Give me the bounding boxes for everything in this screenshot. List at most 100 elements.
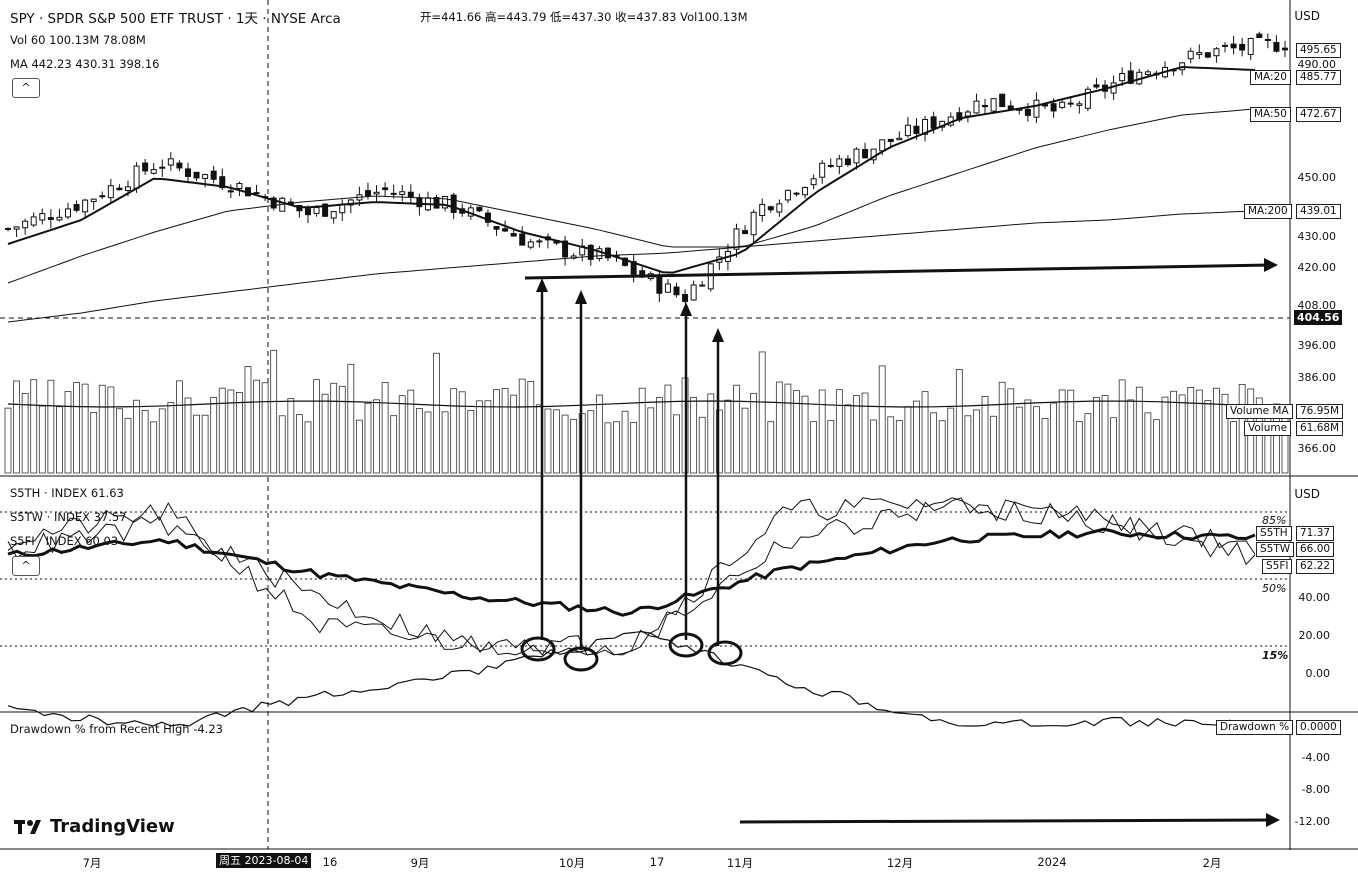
volume-bar bbox=[1050, 402, 1057, 474]
candle-body bbox=[1187, 50, 1194, 60]
volume-bar bbox=[381, 382, 389, 474]
volume-bar bbox=[1204, 400, 1212, 474]
volume-bar bbox=[715, 409, 723, 474]
volume-bar bbox=[604, 422, 612, 474]
volume-bar bbox=[921, 391, 929, 474]
candle-body bbox=[990, 98, 997, 112]
collapse-legend-button[interactable]: ^ bbox=[12, 78, 40, 98]
drawdown-value: 0.0000 bbox=[1296, 720, 1341, 735]
breadth-line-S5TH bbox=[7, 527, 1256, 617]
volume-bar bbox=[467, 410, 475, 474]
volume-bar bbox=[295, 414, 303, 474]
breadth-tick: 0.00 bbox=[1305, 667, 1331, 680]
volume-bar bbox=[493, 389, 500, 474]
candle-body bbox=[322, 203, 329, 217]
volume-bar bbox=[1195, 389, 1203, 474]
candle-body bbox=[64, 208, 71, 218]
volume-bar bbox=[707, 393, 715, 474]
volume-bar bbox=[973, 409, 980, 474]
candle-body bbox=[596, 248, 603, 259]
collapse-breadth-button[interactable]: ^ bbox=[12, 556, 40, 576]
candle-body bbox=[184, 168, 191, 177]
volume-bar bbox=[81, 383, 89, 474]
volume-bar bbox=[964, 415, 972, 474]
candle-body bbox=[13, 226, 20, 230]
drawdown-tick: -4.00 bbox=[1301, 751, 1330, 764]
candle-body bbox=[1196, 52, 1203, 55]
candle-body bbox=[964, 111, 971, 117]
currency-label[interactable]: USD bbox=[1294, 9, 1320, 23]
candle-body bbox=[150, 169, 157, 174]
volume-bar bbox=[21, 392, 29, 474]
s5th-tag: S5TH bbox=[1256, 526, 1292, 541]
volume-bar bbox=[4, 407, 12, 474]
candle-body bbox=[219, 176, 226, 189]
candles bbox=[5, 31, 1288, 304]
candle-body bbox=[904, 124, 911, 137]
time-label: 11月 bbox=[726, 856, 754, 870]
candle-body bbox=[1033, 99, 1040, 118]
drawdown-path bbox=[7, 630, 1276, 727]
candle-body bbox=[742, 230, 749, 235]
candle-body bbox=[159, 166, 166, 169]
volume-bar bbox=[690, 396, 698, 474]
ma20-value: 485.77 bbox=[1296, 70, 1341, 85]
breadth-currency[interactable]: USD bbox=[1294, 487, 1320, 501]
volume-bar bbox=[638, 387, 646, 474]
ma200-value: 439.01 bbox=[1296, 204, 1341, 219]
s5tw-tag: S5TW bbox=[1256, 542, 1295, 557]
volume-bar bbox=[484, 400, 492, 474]
volume-bar bbox=[553, 409, 560, 474]
candle-body bbox=[922, 119, 929, 135]
ma20-tag: MA:20 bbox=[1250, 70, 1291, 85]
candle-body bbox=[784, 189, 791, 201]
candle-body bbox=[536, 240, 543, 243]
candle-body bbox=[107, 185, 114, 199]
volume-value: 61.68M bbox=[1296, 421, 1344, 436]
symbol-title: SPY · SPDR S&P 500 ETF TRUST · 1天 · NYSE… bbox=[10, 11, 341, 27]
volume-bar bbox=[518, 378, 526, 474]
drawdown-arrow-line bbox=[739, 818, 1273, 824]
volume-bars bbox=[4, 349, 1289, 474]
last-price-tag: 495.65 bbox=[1296, 43, 1341, 58]
volume-bar bbox=[201, 414, 209, 474]
volume-bar bbox=[998, 381, 1006, 474]
time-label: 2024 bbox=[1037, 855, 1067, 869]
candle-body bbox=[82, 199, 89, 213]
volume-bar bbox=[570, 418, 578, 474]
breadth-tick: 20.00 bbox=[1298, 629, 1331, 642]
volume-bar bbox=[321, 393, 329, 474]
volume-bar bbox=[947, 407, 955, 474]
candle-body bbox=[750, 211, 757, 236]
volume-bar bbox=[150, 421, 158, 474]
s5tw-legend: S5TW · INDEX 37.57 bbox=[10, 510, 127, 524]
candle-body bbox=[1247, 37, 1254, 55]
candle-body bbox=[913, 125, 920, 134]
time-label: 16 bbox=[322, 855, 338, 869]
volume-bar bbox=[750, 392, 758, 474]
ohlc-readout: 开=441.66 高=443.79 低=437.30 收=437.83 Vol1… bbox=[420, 10, 748, 24]
volume-bar bbox=[236, 392, 243, 474]
volume-bar bbox=[1221, 393, 1229, 474]
volume-bar bbox=[1075, 421, 1083, 474]
volume-bar bbox=[433, 352, 440, 474]
candle-body bbox=[476, 206, 483, 212]
ma-lines bbox=[7, 65, 1256, 323]
candle-body bbox=[527, 241, 534, 248]
candle-body bbox=[767, 206, 774, 211]
candle-body bbox=[30, 216, 37, 226]
candle-body bbox=[1024, 108, 1031, 116]
candle-body bbox=[836, 158, 843, 167]
volume-bar bbox=[981, 396, 989, 474]
volume-bar bbox=[510, 394, 518, 474]
candle-body bbox=[56, 216, 63, 221]
volume-bar bbox=[878, 365, 886, 474]
candle-body bbox=[416, 197, 423, 208]
candle-body bbox=[493, 226, 500, 230]
candle-body bbox=[236, 183, 243, 190]
volume-bar bbox=[441, 411, 449, 474]
candle-body bbox=[1076, 103, 1083, 106]
s5tw-value: 66.00 bbox=[1296, 542, 1335, 557]
pct-15: 15% bbox=[1262, 649, 1289, 662]
